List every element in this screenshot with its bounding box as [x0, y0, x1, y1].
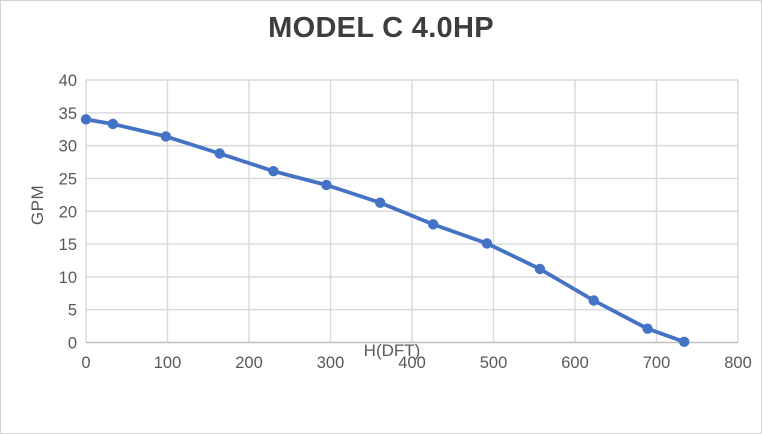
data-point-marker — [214, 148, 225, 159]
x-tick-label: 500 — [480, 354, 508, 372]
data-point-marker — [679, 336, 690, 348]
data-point-marker — [375, 197, 386, 208]
x-tick-label: 100 — [154, 354, 182, 372]
data-point-marker — [534, 263, 546, 275]
x-tick-label: 300 — [317, 354, 345, 372]
data-point-marker — [107, 118, 119, 130]
y-tick-label: 30 — [59, 138, 77, 156]
x-tick-label: 0 — [81, 354, 90, 372]
y-tick-label: 25 — [59, 170, 77, 188]
data-point-marker — [160, 131, 172, 142]
data-point-marker — [80, 114, 92, 125]
data-point-marker — [642, 323, 653, 334]
data-point-marker — [427, 219, 439, 230]
x-tick-label: 200 — [235, 354, 263, 372]
x-axis-title: H(DFT) — [363, 341, 421, 360]
y-tick-label: 5 — [68, 302, 77, 320]
data-point-marker — [321, 179, 332, 191]
x-tick-label: 600 — [561, 354, 589, 372]
y-tick-label: 0 — [68, 335, 77, 353]
data-point-marker — [481, 238, 493, 249]
chart-title: MODEL C 4.0HP — [268, 12, 494, 44]
y-tick-label: 40 — [59, 72, 77, 90]
x-tick-label: 700 — [643, 354, 671, 372]
y-tick-label: 15 — [59, 236, 77, 254]
y-tick-label: 20 — [59, 203, 77, 221]
x-tick-label: 400 — [398, 354, 426, 372]
series-line — [84, 117, 687, 344]
data-point-marker — [588, 295, 599, 306]
data-point-marker — [268, 166, 279, 177]
y-tick-label: 35 — [59, 105, 77, 123]
y-tick-label: 10 — [59, 269, 77, 287]
x-tick-label: 800 — [724, 354, 752, 372]
